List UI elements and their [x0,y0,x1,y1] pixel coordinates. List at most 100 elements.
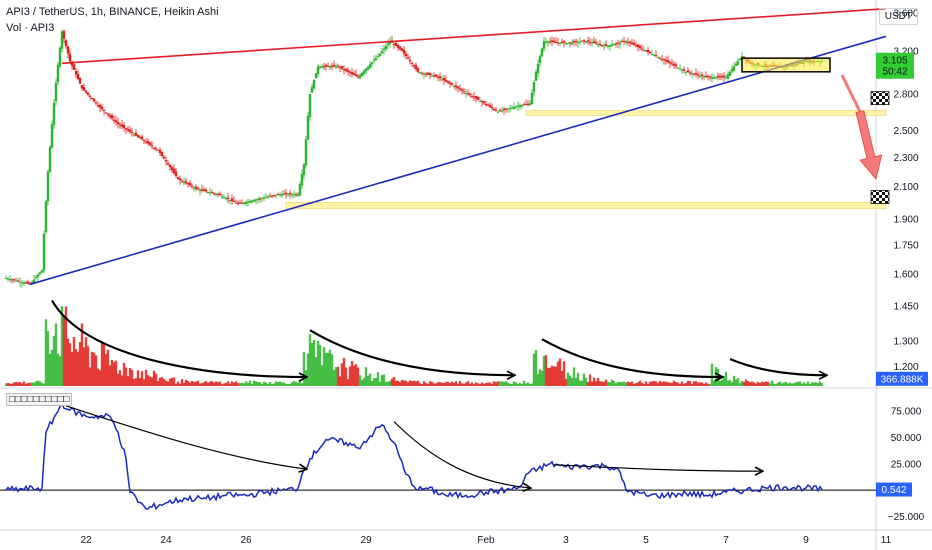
volume-bar [488,382,492,386]
candle-body [656,57,660,59]
candle-body [694,73,698,75]
candle-body [286,194,290,196]
volume-bar [674,381,678,386]
volume-bar [588,374,592,386]
volume-bar [172,377,176,386]
candle-body [618,42,622,45]
volume-bar [624,382,628,386]
candle-body [80,84,84,89]
volume-bar [448,383,452,386]
candle-body [254,199,258,201]
candle-body [676,67,680,69]
candle-body [564,43,568,45]
candle-body [186,182,190,185]
candle-body [620,41,624,43]
volume-bar [62,316,66,386]
volume-bar [308,334,312,386]
candle-body [670,63,674,65]
volume-bar [310,342,314,386]
volume-bar [54,323,58,386]
candle-body [78,77,82,84]
volume-bar [632,383,636,386]
price-tick-label: 2.800 [893,90,918,101]
volume-bar [476,383,480,386]
volume-bar [178,383,182,386]
volume-bar [568,375,572,386]
candle-body [348,71,352,73]
candle-body [660,59,664,61]
candle-body [502,108,506,110]
volume-bar [536,373,540,386]
candle-body [36,274,40,277]
candle-body [256,199,260,201]
last-price-label: 3.105 [882,56,907,67]
candle-body [522,104,526,106]
candle-body [362,70,366,74]
volume-bar [108,365,112,386]
candle-body [360,72,364,76]
candle-body [552,40,556,43]
volume-bar [18,381,22,386]
volume-bar [712,380,716,386]
candle-body [440,79,444,81]
time-tick-label: 26 [240,535,252,546]
volume-bar [74,349,78,386]
candle-body [408,59,412,62]
volume-bar [570,377,574,386]
volume-bar [492,381,496,386]
volume-bar [278,381,282,386]
volume-decay-arrow [541,338,722,377]
candle-body [398,46,402,50]
candle-body [606,45,610,47]
candle-body [608,45,612,47]
candle-body [418,72,422,74]
candle-body [512,106,516,109]
volume-bar [26,382,30,386]
candle-body [708,76,712,78]
candle-body [144,141,148,143]
volume-bar [702,384,706,386]
candle-body [44,201,48,233]
candle-body [406,57,410,59]
support-trendline [29,35,887,286]
volume-bar [366,375,370,386]
candle-body [648,51,652,54]
volume-bar [452,382,456,386]
volume-bar [680,381,684,386]
candle-body [574,40,578,43]
volume-bar [686,380,690,386]
volume-bar [120,375,124,386]
candle-body [180,180,184,182]
candle-body [570,42,574,45]
volume-bar [704,382,708,386]
volume-bar [808,384,812,386]
candle-body [450,83,454,85]
candle-body [352,73,356,76]
candle-body [202,189,206,192]
candle-body [630,42,634,45]
volume-bar [276,382,280,386]
candle-body [720,75,724,78]
candle-body [358,75,362,79]
volume-bar [252,380,256,386]
candle-body [462,91,466,93]
volume-bar [620,382,624,386]
candle-body [588,42,592,44]
volume-bar [546,367,550,386]
price-tick-label: 3.600 [893,9,918,20]
candle-body [388,41,392,44]
candle-body [420,72,424,74]
currency-button[interactable]: USDT [878,8,918,25]
volume-bar [248,380,252,386]
volume-bar [226,381,230,386]
candle-body [72,64,76,71]
candle-body [516,105,520,107]
volume-bar [34,381,38,386]
volume-bar [208,381,212,386]
volume-bar [786,383,790,386]
candle-body [626,41,630,43]
candle-body [492,108,496,110]
volume-bar [498,381,502,386]
volume-bar [8,383,12,386]
candle-body [168,164,172,168]
